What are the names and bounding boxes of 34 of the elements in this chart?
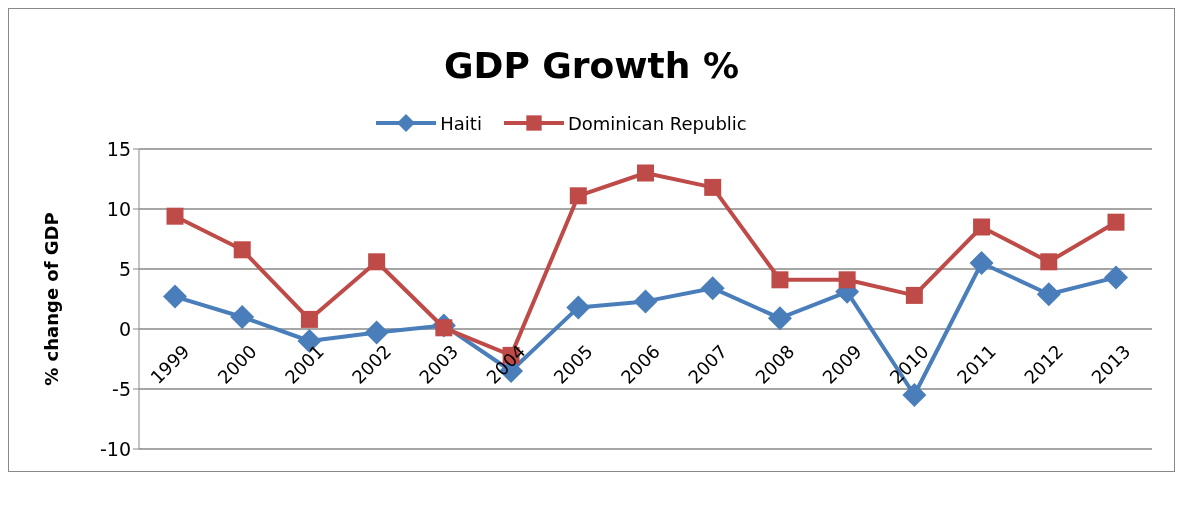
point [163,284,187,309]
legend-label: Haiti [440,112,482,134]
point [300,310,318,328]
y-tick-label: 15 [106,137,131,160]
point [973,218,991,236]
legend-label: Dominican Republic [567,112,747,134]
chart-title: GDP Growth % [442,44,741,88]
point [902,383,927,407]
point [838,271,856,289]
point [969,251,994,275]
point [230,305,255,329]
point [1107,213,1125,231]
point [1040,253,1058,271]
point [637,164,654,182]
point [905,286,923,304]
y-tick-label: -5 [112,377,131,400]
y-axis-title: % change of GDP [41,212,63,386]
point [771,271,789,289]
point [166,207,184,225]
point [700,276,725,301]
point [233,241,251,259]
point [1104,265,1128,290]
point [364,320,389,345]
point [633,289,658,314]
y-tick-label: 5 [118,257,131,280]
y-tick-label: -10 [99,437,131,460]
y-tick-label: 0 [118,317,131,340]
point [704,178,722,196]
y-tick-label: 10 [106,197,131,220]
point [566,295,591,320]
point [767,306,792,331]
point [1036,282,1061,307]
point [569,187,587,205]
point [368,253,386,271]
